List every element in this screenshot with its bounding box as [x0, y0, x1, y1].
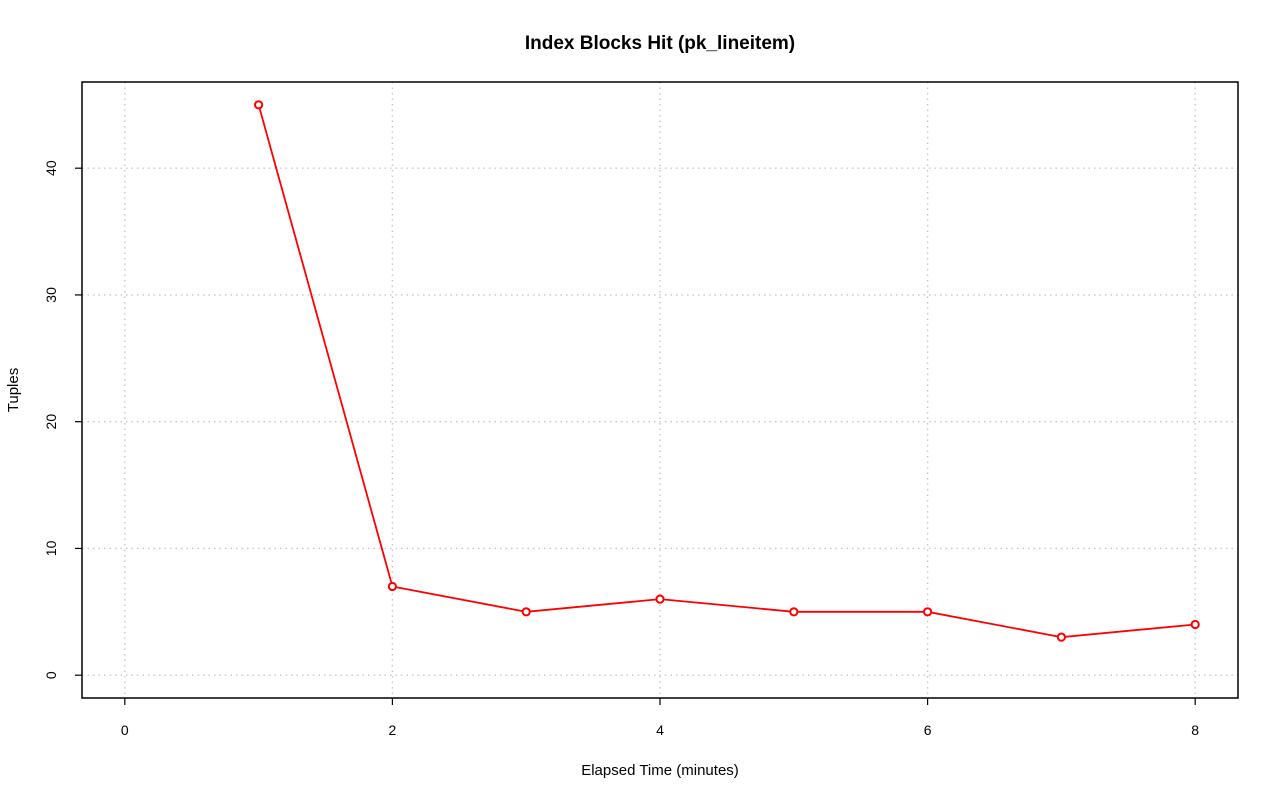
data-point — [521, 607, 531, 617]
x-axis: 0 2 4 6 8 — [121, 698, 1199, 738]
data-point — [1056, 632, 1066, 642]
x-tick-label: 2 — [389, 722, 397, 738]
y-tick-label: 20 — [43, 414, 59, 430]
x-tick-label: 4 — [656, 722, 664, 738]
x-tick-label: 8 — [1191, 722, 1199, 738]
y-tick-label: 0 — [43, 671, 59, 679]
data-point — [254, 100, 264, 110]
x-tick-label: 6 — [924, 722, 932, 738]
data-series — [254, 100, 1200, 642]
x-axis-label: Elapsed Time (minutes) — [581, 762, 739, 779]
chart-title: Index Blocks Hit (pk_lineitem) — [525, 33, 795, 54]
data-point — [922, 607, 933, 617]
x-tick-label: 0 — [121, 722, 129, 738]
y-tick-label: 10 — [43, 540, 59, 556]
y-tick-label: 40 — [43, 160, 59, 176]
data-point — [655, 594, 665, 604]
data-point — [387, 581, 398, 592]
y-tick-label: 30 — [43, 287, 59, 303]
data-point — [1190, 619, 1200, 630]
y-axis-label: Tuples — [5, 368, 22, 412]
grid-lines — [82, 82, 1238, 698]
data-point — [789, 607, 799, 617]
series-line — [257, 104, 1196, 639]
y-axis: 0 10 20 30 40 — [43, 160, 82, 679]
